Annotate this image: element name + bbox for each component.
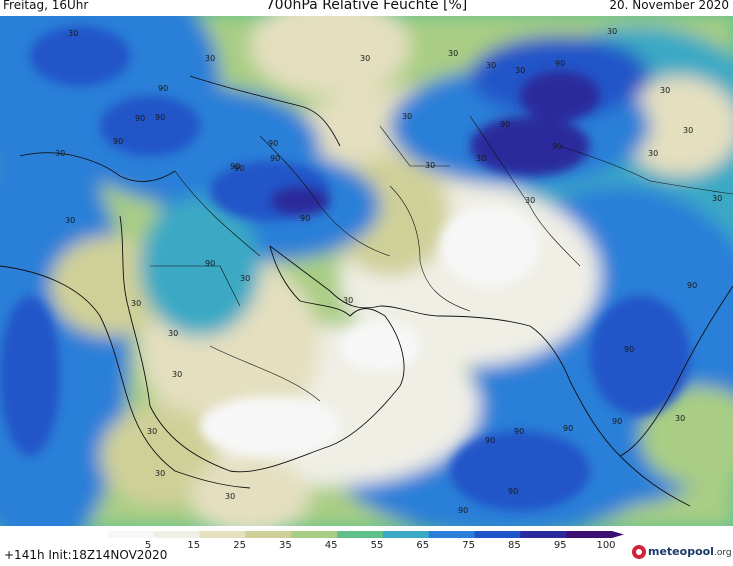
contour-labels: 30 30 30 90 90 90 30 90 90 90 30 90 90 9… [55,27,722,515]
colorbar-tick-label: 15 [187,540,201,551]
colorbar-swatch [337,531,384,538]
map-title: 700hPa Relative Feuchte [%] [265,0,468,13]
contour-label: 90 [270,154,280,163]
contour-label: 30 [525,196,535,205]
contour-label: 30 [168,329,178,338]
colorbar-swatch [382,531,430,538]
colorbar-swatch [108,531,155,538]
contour-label: 90 [555,59,565,68]
contour-label: 90 [508,487,518,496]
contour-label: 90 [268,139,278,148]
meteopool-logo[interactable]: meteopool.org [632,543,732,563]
contour-label: 30 [343,296,353,305]
contour-label: 30 [486,61,496,70]
contour-label: 90 [552,142,562,151]
contour-label: 30 [147,427,157,436]
contour-label: 90 [458,506,468,515]
contour-label: 30 [131,299,141,308]
contour-label: 30 [240,274,250,283]
colorbar-tick-label: 65 [416,540,430,551]
colorbar-swatch [153,531,201,538]
colorbar-tick-label: 55 [370,540,384,551]
contour-label: 30 [607,27,617,36]
contour-label: 90 [205,259,215,268]
colorbar-swatch [566,531,613,538]
contour-label: 30 [205,54,215,63]
forecast-date: 20. November 2020 [609,0,729,12]
contour-label: 90 [500,120,510,129]
humidity-field [0,16,733,526]
contour-label: 30 [476,154,486,163]
contour-label: 30 [425,161,435,170]
logo-text: meteopool.org [648,545,732,558]
colorbar-swatch [520,531,567,538]
contour-label: 30 [360,54,370,63]
colorbar-tick-label: 75 [462,540,475,551]
contour-label: 30 [172,370,182,379]
contour-label: 30 [402,112,412,121]
colorbar-swatch [428,531,476,538]
contour-label: 90 [612,417,622,426]
colorbar-extend-arrow [612,531,624,538]
contour-label: 90 [113,137,123,146]
contour-label: 30 [65,216,75,225]
colorbar-swatch [474,531,521,538]
humidity-map: 30 30 30 90 90 90 30 90 90 90 30 90 90 9… [0,16,733,526]
meteopool-logo-icon [632,545,646,559]
contour-label: 90 [624,345,634,354]
contour-label: 30 [683,126,693,135]
colorbar [108,531,624,538]
contour-label: 90 [155,113,165,122]
colorbar-swatch [245,531,292,538]
contour-label: 90 [514,427,524,436]
contour-label: 30 [515,66,525,75]
country-borders [150,115,733,402]
contour-label: 90 [563,424,573,433]
logo-tld: .org [713,548,732,558]
colorbar-tick-label: 95 [553,540,567,551]
coastlines [0,75,733,507]
contour-label: 30 [68,29,78,38]
contour-label: 30 [55,149,65,158]
contour-label: 30 [712,194,722,203]
logo-main: meteopool [648,545,714,558]
contour-label: 30 [155,469,165,478]
colorbar-tick-label: 100 [596,540,616,551]
contour-label: 30 [660,86,670,95]
colorbar-swatch [199,531,246,538]
contour-label: 30 [448,49,458,58]
colorbar-tick-label: 45 [324,540,338,551]
contour-label: 90 [485,436,495,445]
colorbar-tick-label: 35 [279,540,292,551]
colorbar-tick-label: 25 [233,540,246,551]
contour-label: 90 [234,164,244,173]
colorbar-tick-label: 5 [144,540,152,551]
init-time: +141h Init:18Z14NOV2020 [4,548,168,562]
map-header: Freitag, 16Uhr 700hPa Relative Feuchte [… [0,0,733,16]
contour-label: 90 [230,162,240,171]
contour-label: 90 [687,281,697,290]
contour-label: 30 [675,414,685,423]
contour-label: 30 [648,149,658,158]
contour-label: 90 [300,214,310,223]
colorbar-footer: 5 15 25 35 45 55 65 75 85 95 100 +141h Init:18Z14N… [0,526,733,566]
contour-label: 90 [158,84,168,93]
forecast-time: Freitag, 16Uhr [3,0,89,12]
colorbar-swatch [291,531,338,538]
colorbar-tick-label: 85 [508,540,521,551]
contour-label: 90 [135,114,145,123]
contour-label: 30 [225,492,235,501]
